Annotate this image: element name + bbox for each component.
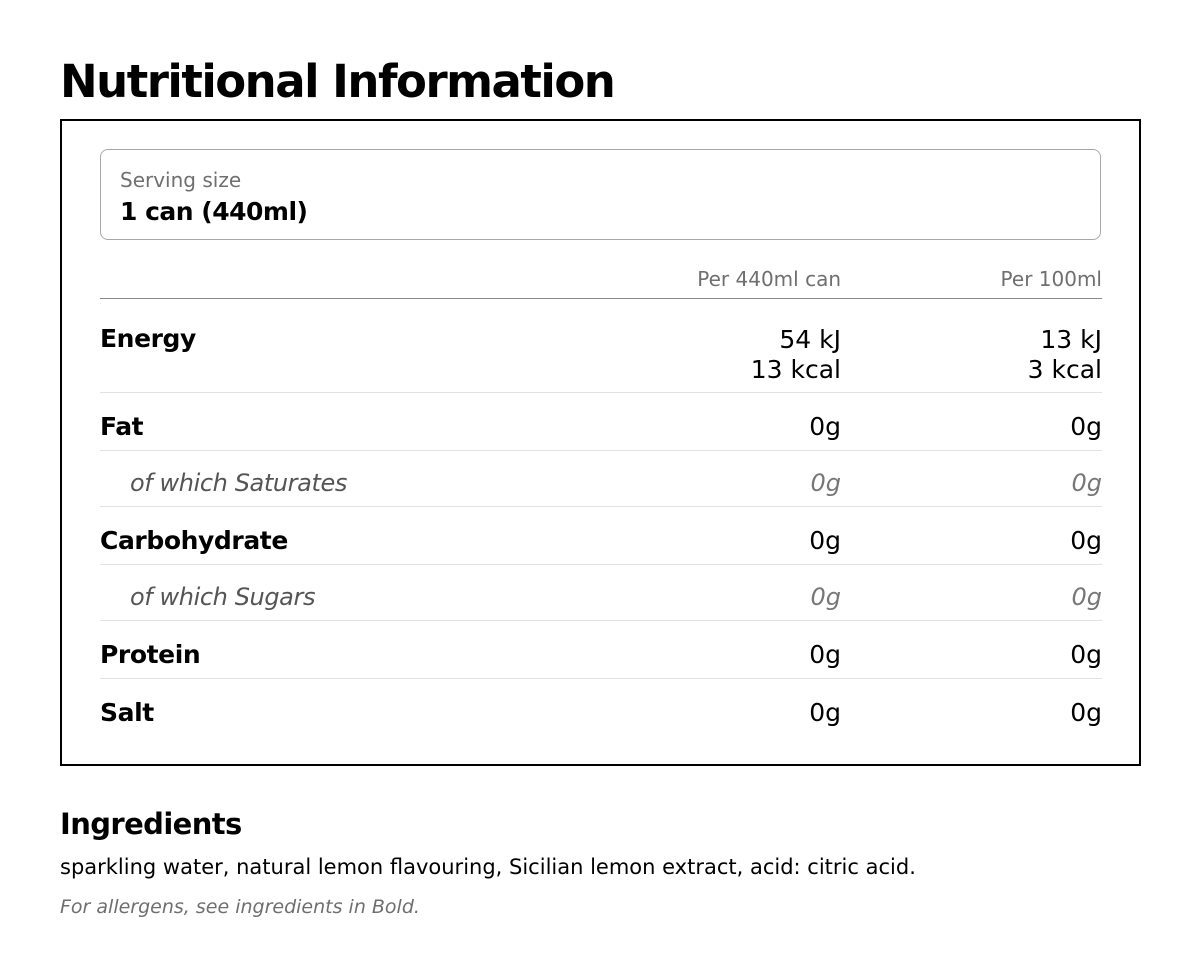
page-title: Nutritional Information bbox=[60, 55, 616, 108]
table-row-salt: Salt 0g 0g bbox=[100, 679, 1102, 737]
ingredients-heading: Ingredients bbox=[60, 807, 242, 841]
row-label: of which Sugars bbox=[130, 583, 316, 611]
value-per-can: 0g bbox=[809, 640, 841, 669]
row-label: Protein bbox=[100, 640, 201, 669]
value-per-can: 0g bbox=[810, 469, 841, 497]
value-per-100ml: 13 kJ bbox=[1040, 325, 1102, 354]
value-per-100ml: 0g bbox=[1070, 412, 1102, 441]
value-per-can: 0g bbox=[809, 412, 841, 441]
header-divider bbox=[100, 298, 1102, 299]
value-per-can-kcal: 13 kcal bbox=[750, 355, 841, 384]
value-per-can: 0g bbox=[809, 526, 841, 555]
value-per-100ml: 0g bbox=[1070, 526, 1102, 555]
table-row-energy: Energy 54 kJ 13 kcal 13 kJ 3 kcal bbox=[100, 299, 1102, 393]
table-row-carbohydrate: Carbohydrate 0g 0g bbox=[100, 507, 1102, 565]
value-per-100ml: 0g bbox=[1071, 583, 1102, 611]
value-per-can: 0g bbox=[810, 583, 841, 611]
row-label: Salt bbox=[100, 698, 154, 727]
value-per-can: 0g bbox=[809, 698, 841, 727]
serving-size-value: 1 can (440ml) bbox=[120, 197, 308, 226]
row-label: Energy bbox=[100, 324, 196, 353]
table-row-protein: Protein 0g 0g bbox=[100, 621, 1102, 679]
row-label: Carbohydrate bbox=[100, 526, 288, 555]
serving-size-label: Serving size bbox=[120, 168, 242, 192]
table-row-saturates: of which Saturates 0g 0g bbox=[100, 451, 1102, 507]
table-row-fat: Fat 0g 0g bbox=[100, 393, 1102, 451]
row-label: of which Saturates bbox=[130, 469, 347, 497]
serving-size-box: Serving size 1 can (440ml) bbox=[100, 149, 1101, 240]
table-row-sugars: of which Sugars 0g 0g bbox=[100, 565, 1102, 621]
nutrition-panel: Serving size 1 can (440ml) Per 440ml can… bbox=[60, 119, 1141, 766]
column-header-per-can: Per 440ml can bbox=[697, 267, 841, 291]
ingredients-list: sparkling water, natural lemon flavourin… bbox=[60, 855, 916, 879]
value-per-100ml: 0g bbox=[1071, 469, 1102, 497]
value-per-100ml: 0g bbox=[1070, 698, 1102, 727]
row-label: Fat bbox=[100, 412, 144, 441]
allergen-note: For allergens, see ingredients in Bold. bbox=[60, 896, 420, 918]
value-per-100ml-kcal: 3 kcal bbox=[1027, 355, 1102, 384]
column-header-per-100ml: Per 100ml bbox=[1000, 267, 1102, 291]
value-per-100ml: 0g bbox=[1070, 640, 1102, 669]
value-per-can: 54 kJ bbox=[779, 325, 841, 354]
